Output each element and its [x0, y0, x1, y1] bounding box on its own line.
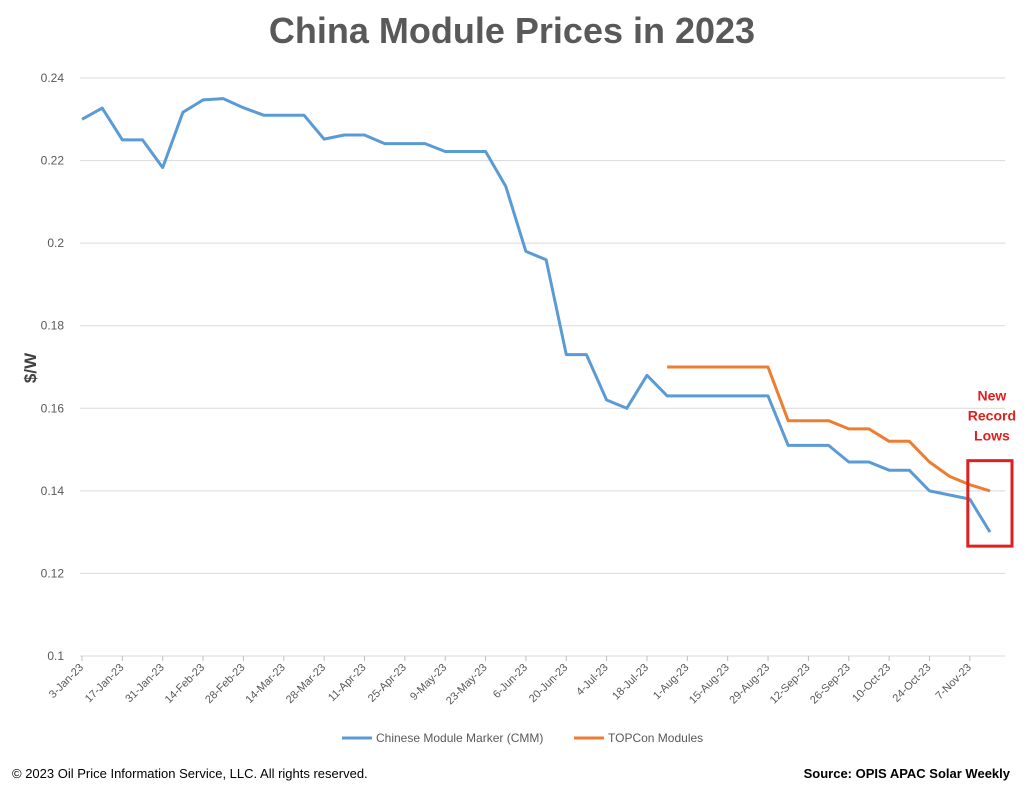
y-tick-label: 0.14	[41, 484, 65, 498]
x-tick-label: 18-Jul-23	[610, 662, 651, 703]
topcon-series-line	[667, 365, 991, 493]
y-tick-label: 0.16	[41, 401, 65, 415]
x-tick-label: 20-Jun-23	[527, 662, 571, 706]
x-tick-label: 24-Oct-23	[891, 662, 934, 705]
x-tick-label: 23-May-23	[444, 662, 490, 708]
y-tick-label: 0.18	[41, 319, 65, 333]
y-axis-label: $/W	[21, 352, 40, 383]
legend-label-topcon: TOPCon Modules	[608, 731, 703, 745]
legend: Chinese Module Marker (CMM) TOPCon Module…	[342, 731, 703, 745]
x-tick-label: 26-Sep-23	[808, 662, 853, 707]
y-tick-label: 0.22	[41, 154, 65, 168]
cmm-series-line	[81, 97, 992, 533]
x-tick-label: 28-Feb-23	[203, 662, 247, 706]
y-tick-label: 0.24	[41, 71, 65, 85]
series-lines	[81, 97, 992, 533]
y-tick-label: 0.12	[41, 566, 65, 580]
annotation: New Record Lows	[966, 388, 1016, 548]
annotation-text: Record	[968, 408, 1016, 424]
copyright-text: © 2023 Oil Price Information Service, LL…	[12, 766, 368, 781]
x-tick-label: 29-Aug-23	[727, 662, 772, 707]
y-tick-label: 0.2	[47, 236, 64, 250]
annotation-text: New	[978, 388, 1007, 404]
x-tick-label: 28-Mar-23	[284, 662, 328, 706]
x-tick-label: 12-Sep-23	[768, 662, 813, 707]
annotation-text: Lows	[974, 428, 1010, 444]
legend-label-cmm: Chinese Module Marker (CMM)	[376, 731, 543, 745]
x-tick-label: 25-Apr-23	[366, 662, 409, 705]
x-tick-label: 7-Nov-23	[933, 662, 973, 702]
x-tick-label: 1-Aug-23	[651, 662, 691, 702]
y-tick-label: 0.1	[47, 649, 64, 663]
chart-title: China Module Prices in 2023	[268, 10, 756, 51]
x-tick-label: 3-Jan-23	[47, 662, 86, 701]
source-text: Source: OPIS APAC Solar Weekly	[803, 766, 1010, 781]
y-axis-ticks: 0.24 0.22 0.2 0.18 0.16 0.14 0.12 0.1	[41, 71, 65, 663]
x-tick-label: 11-Apr-23	[326, 662, 369, 705]
x-tick-label: 4-Jul-23	[574, 662, 611, 699]
x-tick-label: 17-Jan-23	[83, 662, 127, 706]
record-lows-box	[966, 459, 1014, 548]
x-tick-label: 10-Oct-23	[850, 662, 893, 705]
x-tick-label: 31-Jan-23	[123, 662, 167, 706]
x-axis-ticks: 3-Jan-2317-Jan-2331-Jan-2314-Feb-2328-Fe…	[47, 656, 974, 707]
x-tick-label: 6-Jun-23	[491, 662, 530, 701]
x-tick-label: 14-Mar-23	[244, 662, 288, 706]
x-tick-label: 14-Feb-23	[163, 662, 207, 706]
x-tick-label: 15-Aug-23	[687, 662, 732, 707]
x-tick-label: 9-May-23	[408, 662, 449, 703]
gridlines	[80, 77, 1005, 657]
